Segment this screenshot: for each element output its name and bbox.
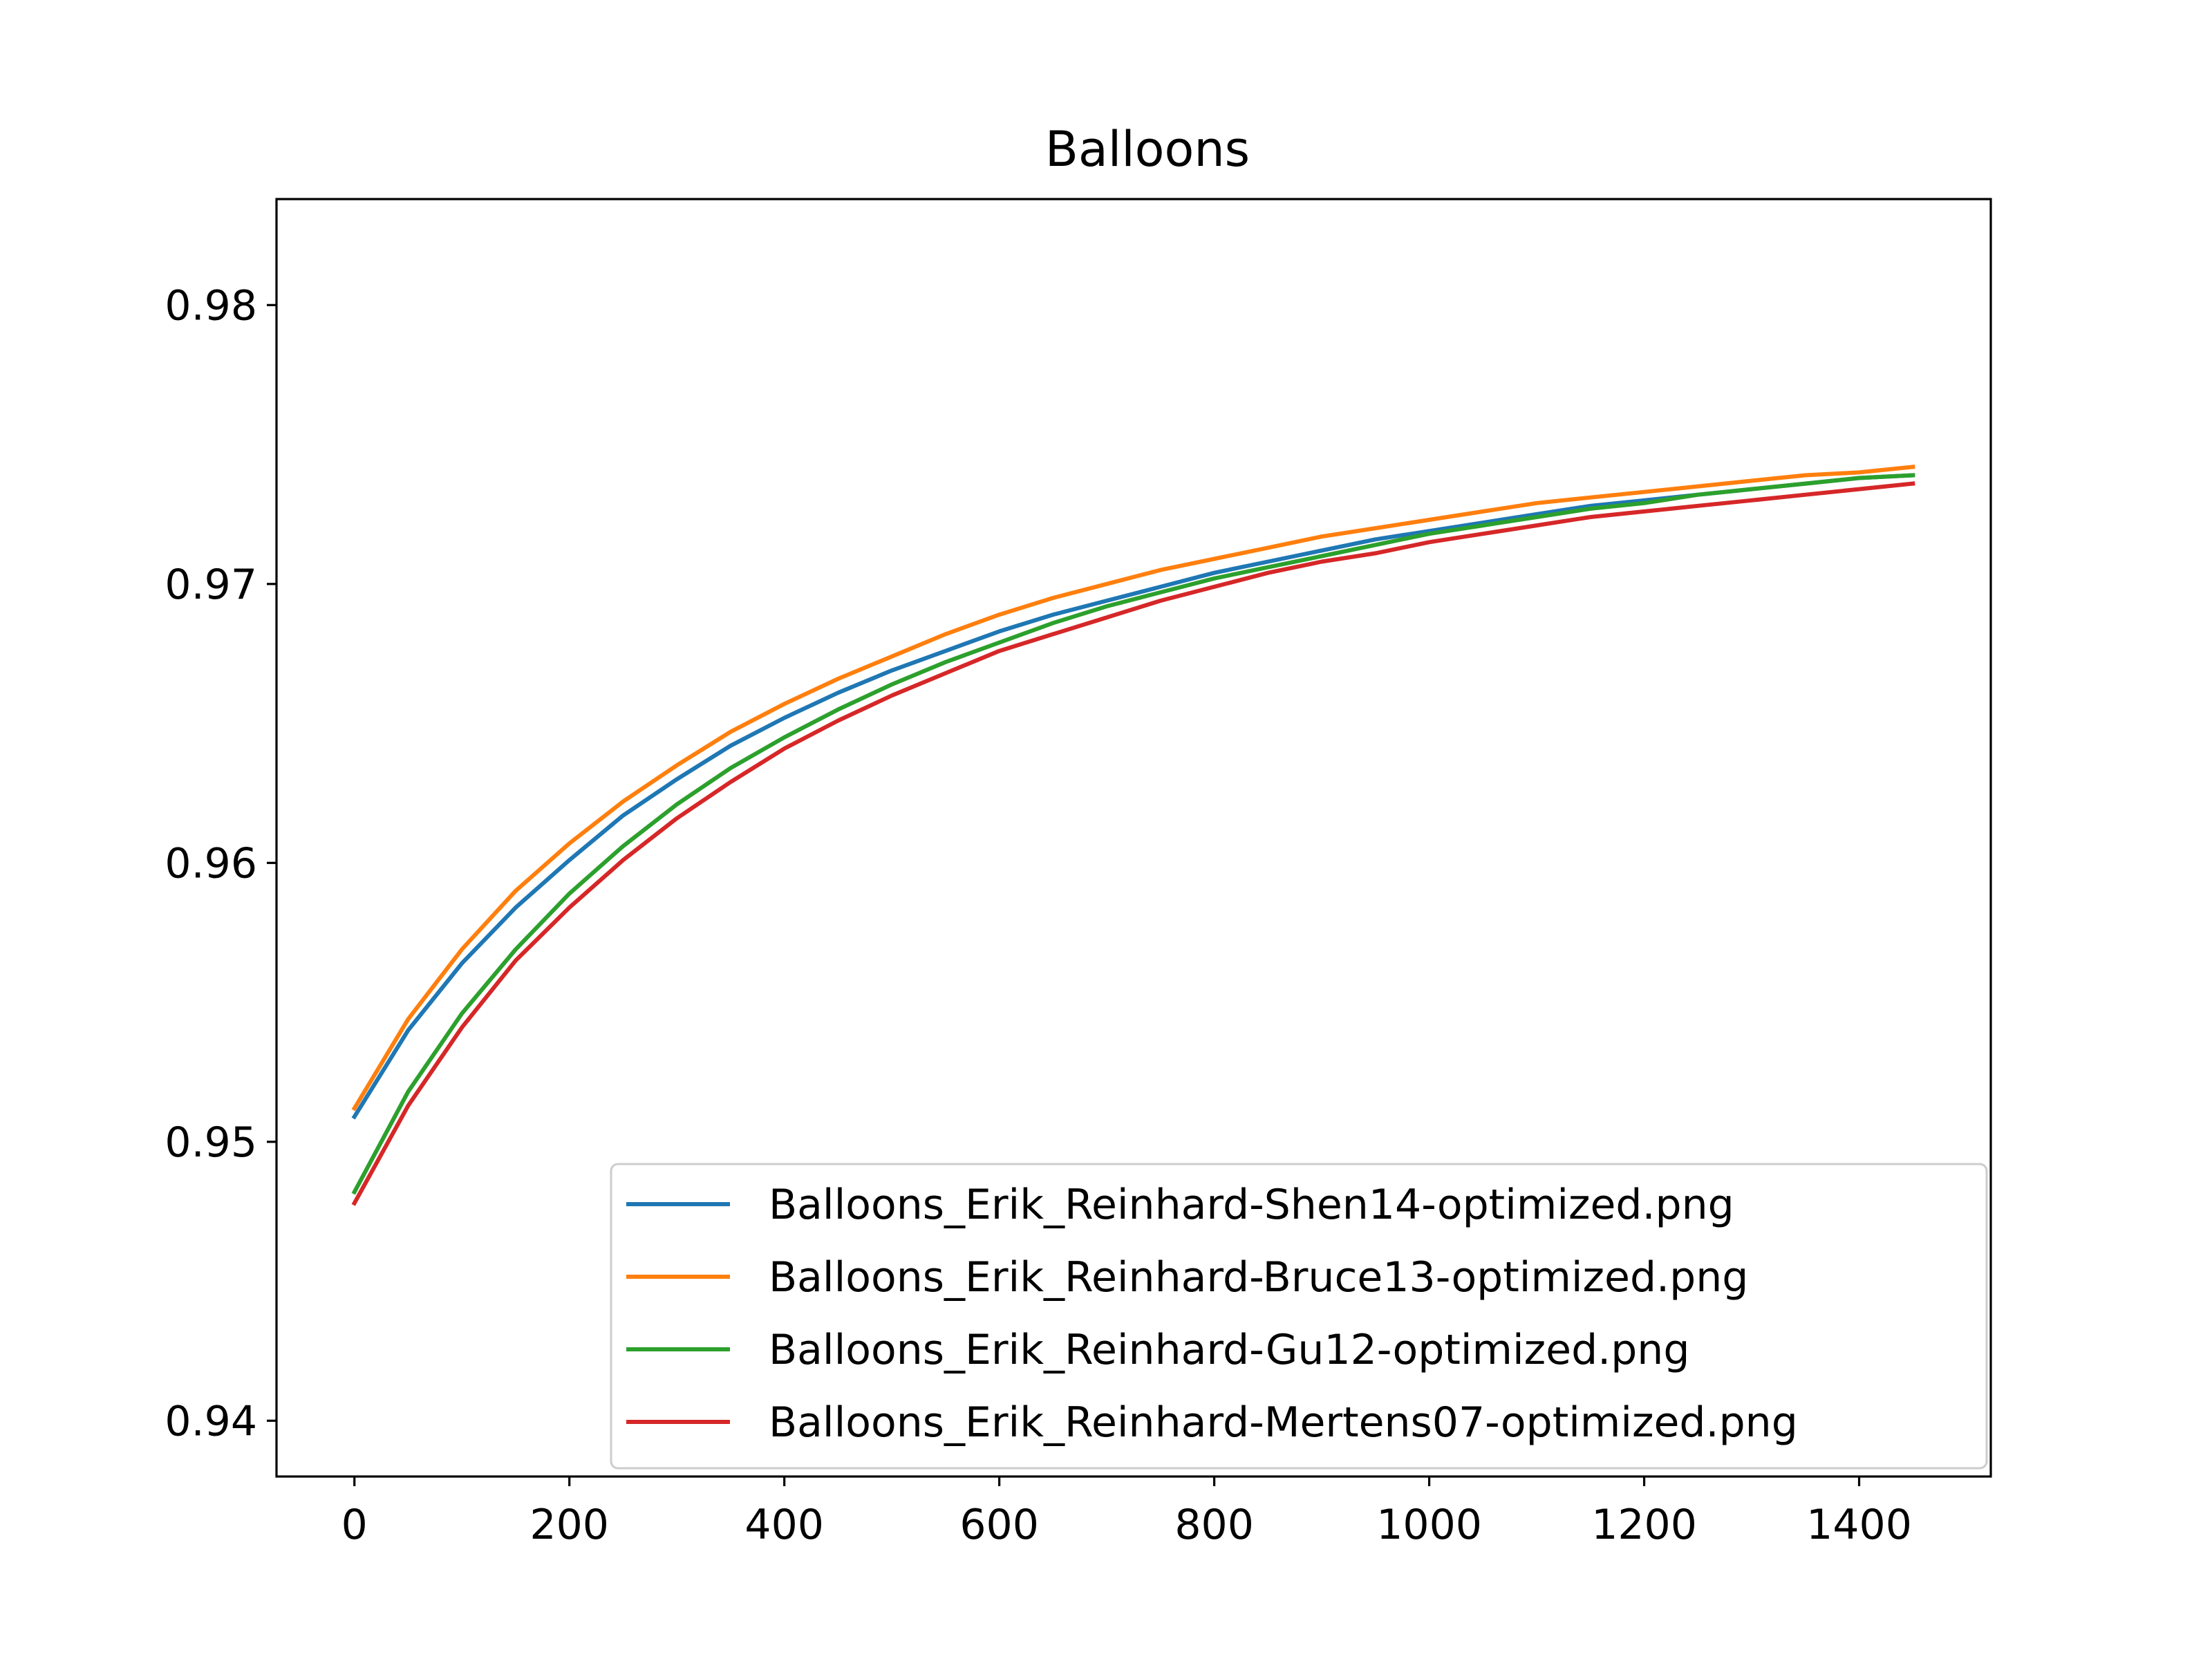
y-tick-label: 0.97 (165, 561, 257, 609)
x-tick-label: 1000 (1376, 1501, 1482, 1549)
x-tick-label: 1400 (1806, 1501, 1912, 1549)
x-tick-label: 600 (959, 1501, 1039, 1549)
legend-label: Balloons_Erik_Reinhard-Shen14-optimized.… (769, 1181, 1734, 1229)
x-tick-label: 400 (744, 1501, 824, 1549)
x-tick-label: 800 (1174, 1501, 1254, 1549)
y-tick-label: 0.95 (165, 1118, 257, 1167)
x-tick-label: 0 (341, 1501, 368, 1549)
legend-label: Balloons_Erik_Reinhard-Gu12-optimized.pn… (769, 1326, 1689, 1374)
legend-box (610, 1163, 1988, 1470)
x-tick-label: 200 (529, 1501, 609, 1549)
x-tick-label: 1200 (1591, 1501, 1697, 1549)
x-axis: 0 200 400 600 800 1000 1200 1400 (341, 1477, 1912, 1549)
series-line-4 (351, 481, 1915, 1206)
series-line-2 (351, 465, 1915, 1112)
legend-label: Balloons_Erik_Reinhard-Mertens07-optimiz… (769, 1398, 1798, 1447)
chart-title: Balloons (1045, 121, 1250, 178)
y-tick-label: 0.96 (165, 839, 257, 888)
series-line-1 (351, 473, 1915, 1120)
legend-label: Balloons_Erik_Reinhard-Bruce13-optimized… (769, 1253, 1748, 1302)
axes-frame (275, 198, 1992, 1478)
y-axis: 0.94 0.95 0.96 0.97 0.98 (165, 281, 276, 1445)
series-line-3 (351, 473, 1915, 1195)
series-lines (351, 465, 1915, 1206)
y-tick-label: 0.98 (165, 281, 257, 330)
y-tick-label: 0.94 (165, 1397, 257, 1445)
legend: Balloons_Erik_Reinhard-Shen14-optimized.… (610, 1163, 1988, 1470)
